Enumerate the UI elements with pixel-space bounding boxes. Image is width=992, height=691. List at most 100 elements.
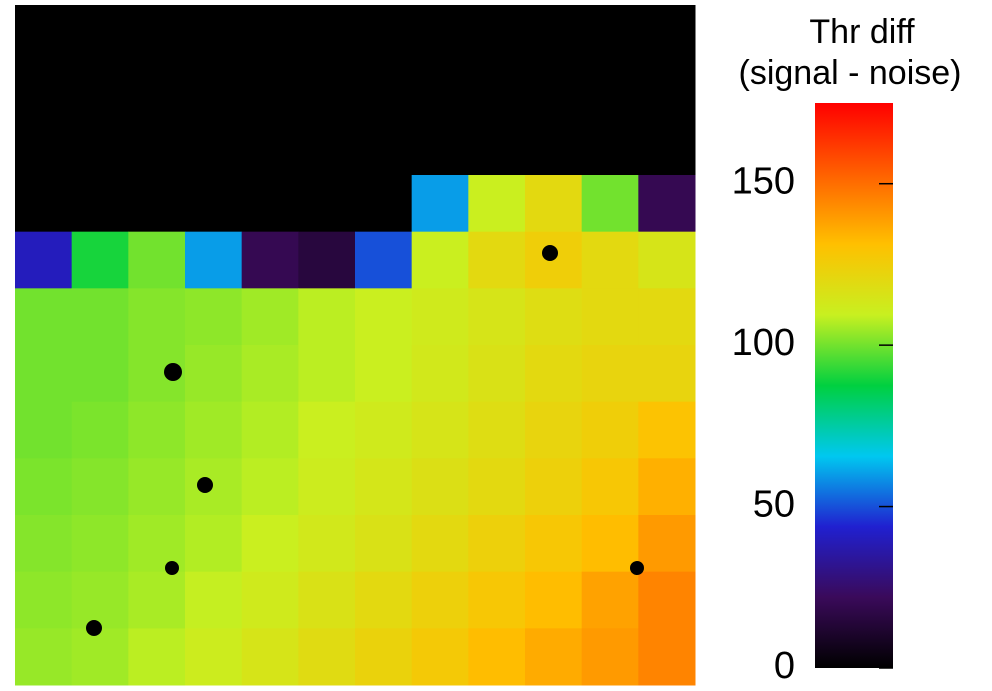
heatmap-cell (355, 61, 413, 119)
heatmap-cell (128, 118, 186, 176)
heatmap-cell (71, 288, 129, 346)
heatmap-cell (185, 571, 243, 629)
heatmap-cell (298, 61, 356, 119)
heatmap-cell (411, 288, 469, 346)
heatmap-cell (525, 231, 583, 289)
dead-spot (86, 620, 102, 636)
heatmap-cell (128, 288, 186, 346)
heatmap-cell (71, 458, 129, 516)
heatmap-cell (241, 345, 299, 403)
colorbar-title: (signal - noise) (739, 54, 962, 92)
dead-spots (86, 245, 644, 636)
heatmap-cell (468, 345, 526, 403)
heatmap-cell (468, 515, 526, 573)
heatmap-cell (525, 515, 583, 573)
heatmap-cell (15, 61, 73, 119)
heatmap-cell (638, 175, 696, 233)
heatmap-cell (241, 118, 299, 176)
heatmap-cell (71, 401, 129, 459)
heatmap-cell (355, 345, 413, 403)
heatmap-cell (241, 571, 299, 629)
heatmap-cell (355, 628, 413, 686)
heatmap-cell (15, 118, 73, 176)
heatmap-cell (638, 61, 696, 119)
heatmap-cell (581, 61, 639, 119)
heatmap-cell (298, 515, 356, 573)
heatmap-cell (71, 515, 129, 573)
heatmap-cell (241, 61, 299, 119)
heatmap-cell (638, 118, 696, 176)
heatmap-cell (128, 175, 186, 233)
heatmap-cell (525, 345, 583, 403)
heatmap-cell (581, 401, 639, 459)
heatmap-cell (185, 175, 243, 233)
heatmap-cell (355, 458, 413, 516)
heatmap-cell (525, 118, 583, 176)
heatmap-cell (241, 515, 299, 573)
heatmap-cell (525, 288, 583, 346)
heatmap-cell (185, 231, 243, 289)
heatmap-cell (581, 345, 639, 403)
heatmap-cell (15, 231, 73, 289)
heatmap-cell (71, 345, 129, 403)
heatmap-cell (185, 118, 243, 176)
heatmap-cell (298, 571, 356, 629)
heatmap-cell (355, 571, 413, 629)
heatmap-cell (638, 5, 696, 63)
heatmap-cell (71, 61, 129, 119)
heatmap-cell (525, 61, 583, 119)
heatmap-cell (185, 458, 243, 516)
heatmap-cell (468, 118, 526, 176)
heatmap-cell (298, 175, 356, 233)
heatmap-cell (15, 288, 73, 346)
colorbar-title: Thr diff (809, 13, 915, 51)
heatmap-cell (355, 175, 413, 233)
heatmap-cell (525, 175, 583, 233)
heatmap-cell (638, 288, 696, 346)
heatmap-cell (355, 231, 413, 289)
heatmap-cell (638, 628, 696, 686)
heatmap-cell (128, 61, 186, 119)
heatmap-cell (581, 231, 639, 289)
heatmap-cell (411, 5, 469, 63)
heatmap-cell (638, 458, 696, 516)
heatmap-cell (241, 175, 299, 233)
heatmap-cell (468, 288, 526, 346)
heatmap-cell (15, 401, 73, 459)
heatmap-cell (411, 118, 469, 176)
colorbar-tick-label: 50 (753, 484, 795, 526)
heatmap-cell (15, 571, 73, 629)
heatmap-cell (468, 628, 526, 686)
heatmap-cell (581, 458, 639, 516)
heatmap-cell (128, 571, 186, 629)
heatmap-cell (525, 5, 583, 63)
colorbar-tick-label: 150 (732, 161, 795, 203)
heatmap-cell (411, 401, 469, 459)
heatmap-cell (411, 628, 469, 686)
heatmap-cell (581, 5, 639, 63)
heatmap-cell (185, 61, 243, 119)
heatmap-cell (355, 288, 413, 346)
heatmap-cell (15, 515, 73, 573)
heatmap-cell (468, 401, 526, 459)
heatmap-cell (71, 628, 129, 686)
heatmap-cell (185, 288, 243, 346)
heatmap-cell (468, 61, 526, 119)
heatmap-cell (355, 515, 413, 573)
heatmap-cell (468, 175, 526, 233)
heatmap-cell (71, 571, 129, 629)
heatmap-cell (411, 515, 469, 573)
dead-spot (165, 561, 179, 575)
heatmap-cell (15, 175, 73, 233)
heatmap-cell (185, 5, 243, 63)
heatmap-cell (411, 61, 469, 119)
heatmap-cell (71, 175, 129, 233)
heatmap-cell (241, 458, 299, 516)
heatmap-cell (185, 628, 243, 686)
heatmap-cell (525, 458, 583, 516)
heatmap-cell (638, 571, 696, 629)
heatmap-cell (411, 175, 469, 233)
heatmap-cell (71, 118, 129, 176)
heatmap-cell (468, 5, 526, 63)
